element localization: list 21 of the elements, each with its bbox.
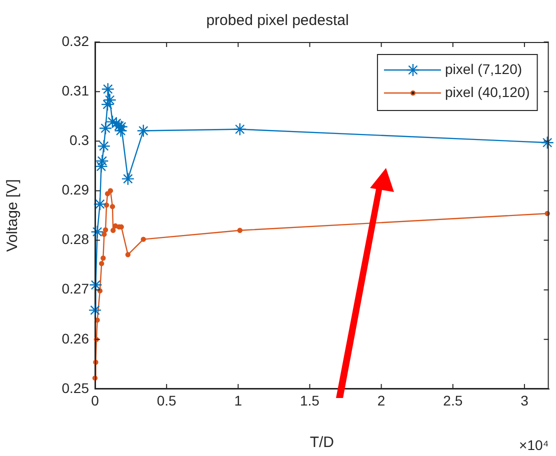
x-tick-label: 3 [520, 392, 529, 408]
text: ×10⁴ [519, 437, 549, 453]
x-tick-label: 0 [91, 392, 100, 408]
y-tick-label: 0.31 [62, 82, 90, 98]
x-tick-label: 2.5 [443, 392, 463, 408]
y-tick-label: 0.26 [62, 330, 90, 346]
legend-label: pixel (40,120) [444, 84, 530, 100]
y-axis-title: Voltage [V] [4, 179, 22, 252]
x-axis-title: T/D [310, 434, 334, 452]
legend-label: pixel (7,120) [444, 60, 522, 77]
x-tick-label: 1 [234, 392, 242, 408]
y-tick-label: 0.28 [62, 231, 90, 248]
x-tick-label: 0.5 [156, 392, 177, 408]
x-tick-label: 2 [377, 392, 386, 408]
chart-title: probed pixel pedestal [206, 12, 349, 30]
y-tick-label: 0.27 [62, 280, 90, 297]
y-tick-label: 0.3 [70, 132, 90, 148]
y-tick-label: 0.25 [62, 380, 90, 396]
y-tick-label: 0.32 [62, 32, 90, 49]
x-tick-label: 1.5 [300, 392, 320, 408]
y-tick-label: 0.29 [62, 182, 90, 198]
